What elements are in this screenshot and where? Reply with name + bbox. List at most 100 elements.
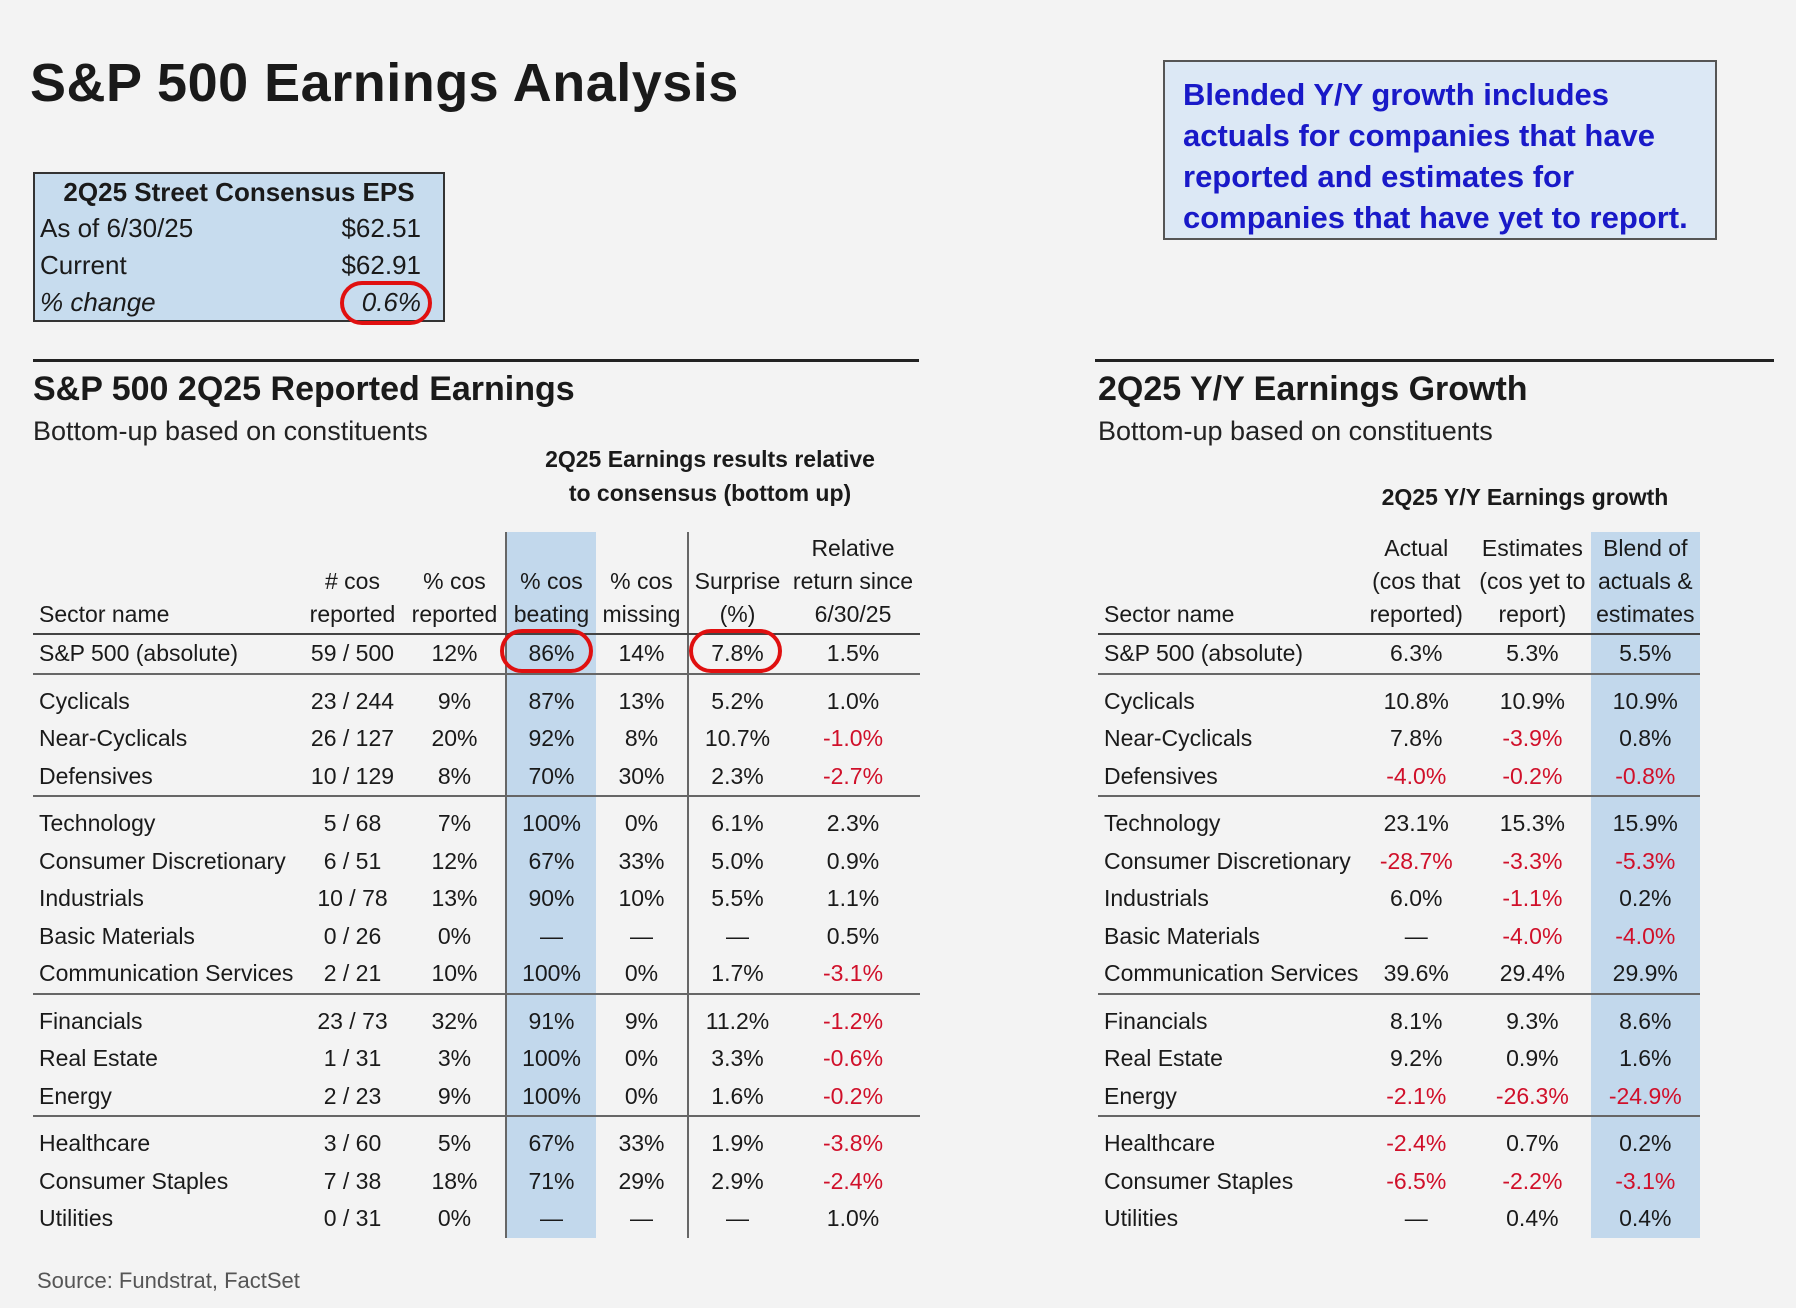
table-cell: 0% [624, 960, 659, 987]
table-cell: 10.7% [687, 720, 786, 758]
growth-group-header: 2Q25 Y/Y Earnings growth [1381, 484, 1669, 510]
table-cell: 6.3% [1358, 634, 1475, 675]
table-cell: 2 / 23 [323, 1082, 382, 1109]
table-cell: 20% [431, 725, 478, 752]
table-cell: — [630, 922, 653, 949]
col-header-surprise: Surprise (%) [687, 532, 786, 635]
reported-group-header: 2Q25 Earnings results relative to consen… [500, 442, 920, 510]
section-divider [33, 359, 919, 362]
table-cell: -1.0% [822, 725, 884, 752]
table-cell: -0.8% [1590, 757, 1700, 796]
table-cell: 3 / 60 [323, 1130, 382, 1157]
table-row: Basic Materials 0 / 26 0% — — — 0.5% [33, 917, 920, 955]
table-row: Defensives 10 / 129 8% 70% 30% 2.3% -2.7% [33, 757, 920, 796]
table-cell: 0.5% [826, 922, 880, 949]
group-separator [1098, 992, 1700, 1003]
table-cell: 1.1% [826, 885, 880, 912]
table-cell: 1.7% [687, 955, 786, 994]
table-cell: -2.4% [1386, 1130, 1447, 1157]
table-cell: -2.1% [1386, 1082, 1447, 1109]
table-cell: Financials [39, 1007, 143, 1034]
col-header-pct-beating: % cos beating [505, 532, 596, 635]
table-cell: Technology [39, 810, 156, 837]
table-cell: 100% [505, 955, 596, 994]
table-cell: Cyclicals [39, 687, 130, 714]
table-row: Industrials 6.0% -1.1% 0.2% [1098, 880, 1700, 918]
table-cell: 90% [505, 880, 596, 918]
table-row: Healthcare -2.4% 0.7% 0.2% [1098, 1125, 1700, 1163]
table-cell: 13% [618, 687, 665, 714]
table-cell: -3.1% [822, 960, 884, 987]
table-cell: -2.7% [822, 762, 884, 789]
table-row: Real Estate 1 / 31 3% 100% 0% 3.3% -0.6% [33, 1040, 920, 1078]
table-row: Industrials 10 / 78 13% 90% 10% 5.5% 1.1% [33, 880, 920, 918]
table-row: S&P 500 (absolute) 6.3% 5.3% 5.5% [1098, 634, 1700, 675]
table-header-row: Sector name Actual (cos that reported) Est… [1098, 532, 1700, 635]
table-cell: -4.0% [1590, 917, 1700, 955]
growth-section-title: 2Q25 Y/Y Earnings Growth [1098, 370, 1528, 408]
table-cell: -1.1% [1502, 885, 1563, 912]
table-cell: 33% [618, 847, 665, 874]
table-cell: 8.1% [1390, 1007, 1443, 1034]
table-cell: -0.2% [1502, 762, 1563, 789]
table-cell: 9% [437, 1082, 472, 1109]
eps-box-header: 2Q25 Street Consensus EPS [63, 177, 415, 207]
table-row: Consumer Discretionary 6 / 51 12% 67% 33% 5.0… [33, 842, 920, 880]
table-cell: 87% [505, 682, 596, 720]
table-cell: — [1404, 922, 1428, 949]
table-cell: -4.0% [1386, 762, 1447, 789]
reported-section-subtitle: Bottom-up based on constituents [33, 416, 428, 446]
table-cell: 92% [505, 720, 596, 758]
table-cell: 23.1% [1383, 810, 1449, 837]
table-cell: 1.6% [687, 1077, 786, 1116]
table-cell: Energy [1104, 1082, 1177, 1109]
table-cell: 7 / 38 [323, 1167, 382, 1194]
table-cell: — [687, 1200, 786, 1238]
table-cell: — [630, 1205, 653, 1232]
table-row: Consumer Discretionary -28.7% -3.3% -5.3% [1098, 842, 1700, 880]
group-separator [1098, 672, 1700, 683]
table-cell: -0.6% [822, 1045, 884, 1072]
table-cell: 9.3% [1506, 1007, 1559, 1034]
table-cell: 7.8% [1390, 725, 1443, 752]
table-cell: 2.9% [687, 1162, 786, 1200]
table-cell: 0% [437, 922, 472, 949]
table-cell: Cyclicals [1104, 687, 1195, 714]
table-cell: Basic Materials [1104, 922, 1260, 949]
table-cell: -2.4% [822, 1167, 884, 1194]
table-cell: 9% [624, 1007, 659, 1034]
table-cell: 0.9% [1506, 1045, 1559, 1072]
table-cell: Financials [1104, 1007, 1208, 1034]
table-cell: 7% [437, 810, 472, 837]
section-divider [1095, 359, 1774, 362]
col-header-sector: Sector name [33, 532, 301, 635]
group-header-line: to consensus (bottom up) [568, 480, 852, 506]
table-cell: 70% [505, 757, 596, 796]
table-cell: 0 / 31 [323, 1205, 382, 1232]
table-cell: 1 / 31 [323, 1045, 382, 1072]
table-cell: 0.8% [1590, 720, 1700, 758]
group-separator [33, 1115, 920, 1125]
table-cell: 1.0% [826, 687, 880, 714]
table-row: Financials 8.1% 9.3% 8.6% [1098, 1002, 1700, 1040]
table-cell: -3.3% [1502, 847, 1563, 874]
table-cell: 5 / 68 [323, 810, 382, 837]
table-row: Energy -2.1% -26.3% -24.9% [1098, 1077, 1700, 1116]
table-cell: S&P 500 (absolute) [33, 634, 301, 675]
group-separator [33, 992, 920, 1003]
table-cell: 13% [431, 885, 478, 912]
earnings-growth-table: Sector name Actual (cos that reported) Est… [1098, 532, 1700, 1238]
table-cell: 10 / 129 [310, 762, 395, 789]
table-cell: 0% [624, 810, 659, 837]
table-row: Basic Materials — -4.0% -4.0% [1098, 917, 1700, 955]
table-cell: Consumer Discretionary [39, 847, 286, 874]
table-cell: 0% [624, 1082, 659, 1109]
col-header-actual: Actual (cos that reported) [1358, 532, 1475, 635]
table-row: Cyclicals 10.8% 10.9% 10.9% [1098, 682, 1700, 720]
table-row: Cyclicals 23 / 244 9% 87% 13% 5.2% 1.0% [33, 682, 920, 720]
group-separator [33, 672, 920, 683]
table-row: S&P 500 (absolute) 59 / 500 12% 86% 14% 7.8% 1… [33, 634, 920, 675]
table-cell: 10% [618, 885, 665, 912]
eps-label: Current [40, 250, 127, 280]
table-cell: -24.9% [1590, 1077, 1700, 1116]
